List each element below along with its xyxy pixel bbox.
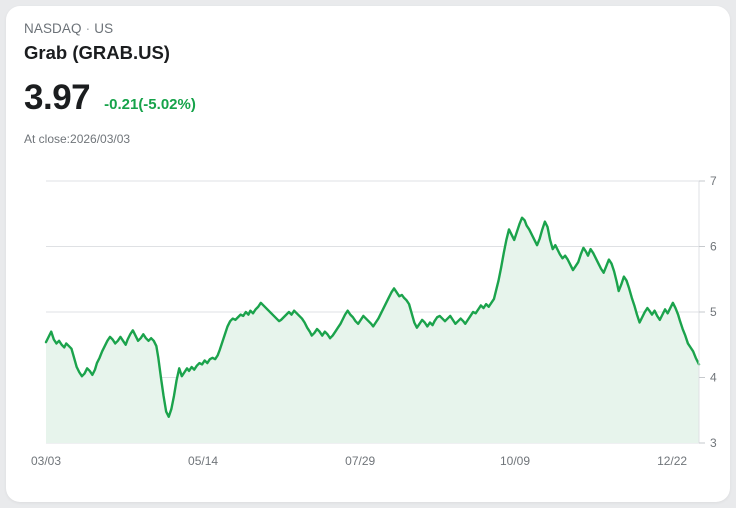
market-status-note: At close:2026/03/03 xyxy=(24,132,131,146)
page-title: Grab (GRAB.US) xyxy=(24,42,170,63)
price-line xyxy=(44,216,701,418)
price-chart: 3 4 5 6 7 03/03 05/14 07/29 10/09 12/22 xyxy=(6,166,730,486)
quote-header: NASDAQ · US Grab (GRAB.US) 3.97 -0.21(-5.0… xyxy=(24,20,624,147)
y-tick-label: 4 xyxy=(710,371,717,385)
y-tick-label: 5 xyxy=(710,305,717,319)
y-axis-ticks: 3 4 5 6 7 xyxy=(699,174,717,450)
region-label: US xyxy=(94,21,114,36)
price-chart-svg: 3 4 5 6 7 03/03 05/14 07/29 10/09 12/22 xyxy=(31,174,717,468)
exchange-separator: · xyxy=(85,21,91,36)
price-row: 3.97 -0.21(-5.02%) xyxy=(24,79,624,117)
exchange-label: NASDAQ xyxy=(24,21,82,36)
x-tick-label: 07/29 xyxy=(345,454,375,468)
y-tick-label: 7 xyxy=(710,174,717,188)
price-change: -0.21(-5.02%) xyxy=(104,96,196,113)
x-tick-label: 05/14 xyxy=(188,454,218,468)
x-tick-label: 10/09 xyxy=(500,454,530,468)
x-tick-label: 12/22 xyxy=(657,454,687,468)
y-tick-label: 6 xyxy=(710,240,717,254)
current-price: 3.97 xyxy=(24,78,91,117)
y-tick-label: 3 xyxy=(710,436,717,450)
x-tick-label: 03/03 xyxy=(31,454,61,468)
x-axis-ticks: 03/03 05/14 07/29 10/09 12/22 xyxy=(31,454,687,468)
price-area-fill xyxy=(46,217,699,443)
exchange-row: NASDAQ · US xyxy=(24,20,624,38)
stock-quote-card: NASDAQ · US Grab (GRAB.US) 3.97 -0.21(-5.0… xyxy=(6,6,730,502)
